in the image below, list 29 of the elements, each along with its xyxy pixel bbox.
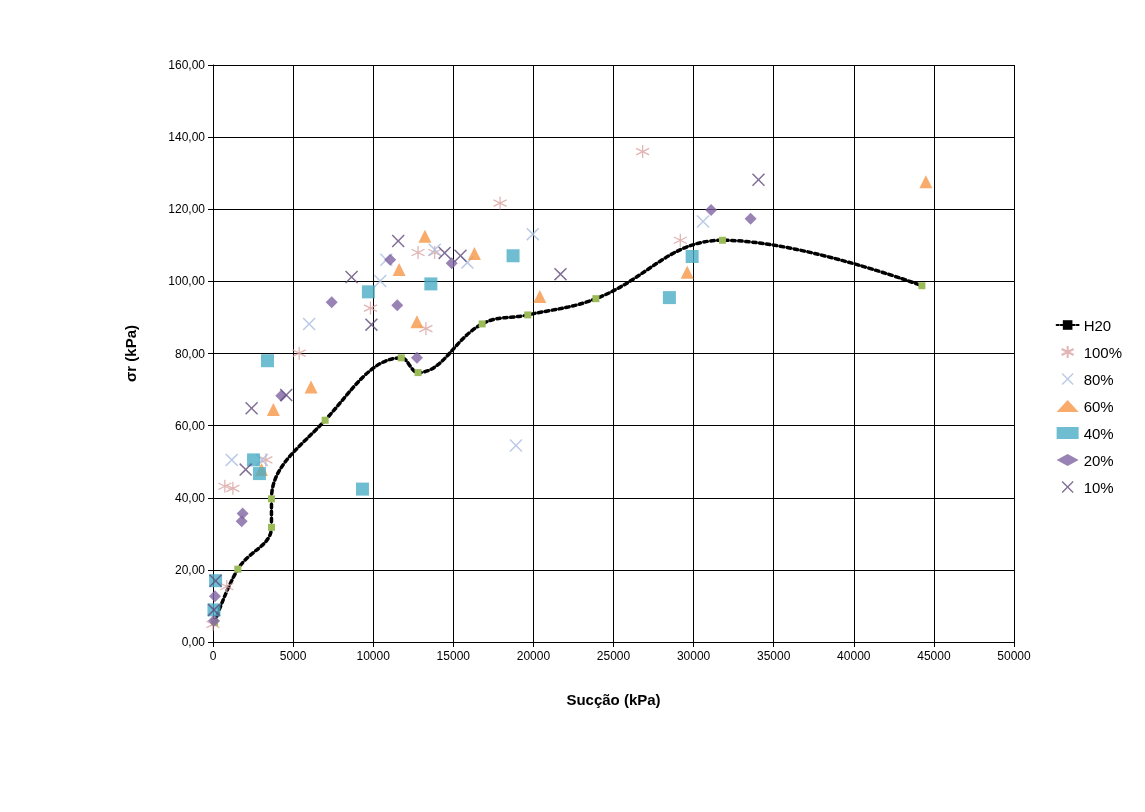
legend-label: 20% <box>1083 451 1114 469</box>
x-tick-label: 50000 <box>997 649 1032 663</box>
y-tick-label: 20,00 <box>174 562 206 577</box>
y-tick-label: 100,00 <box>168 274 206 289</box>
x-tick-label: 10000 <box>356 649 391 663</box>
y-tick-label: 160,00 <box>168 58 206 72</box>
x-tick-label: 25000 <box>596 649 631 663</box>
x-tick-label: 40000 <box>837 649 871 663</box>
x-tick-label: 45000 <box>917 649 951 663</box>
x-tick-label: 20000 <box>516 649 551 663</box>
x-tick-label: 35000 <box>757 649 791 663</box>
legend-label: 80% <box>1083 370 1114 388</box>
legend-label: 40% <box>1083 424 1114 442</box>
legend-label: 100% <box>1083 343 1123 361</box>
x-tick-label: 0 <box>209 649 217 663</box>
y-tick-label: 120,00 <box>168 202 206 217</box>
x-tick-label: 15000 <box>436 649 471 663</box>
x-tick-label: 5000 <box>279 649 307 663</box>
legend-label: H20 <box>1083 316 1112 334</box>
x-axis-title: Sucção (kPa) <box>566 691 661 708</box>
y-tick-label: 0,00 <box>181 635 206 649</box>
x-tick-label: 30000 <box>676 649 711 663</box>
y-tick-label: 80,00 <box>174 346 206 361</box>
y-axis-title: σr (kPa) <box>122 325 139 382</box>
y-tick-label: 40,00 <box>174 490 206 505</box>
y-tick-label: 60,00 <box>174 418 206 433</box>
legend-label: 10% <box>1083 478 1114 496</box>
legend-label: 60% <box>1083 397 1114 415</box>
y-tick-label: 140,00 <box>168 130 206 145</box>
